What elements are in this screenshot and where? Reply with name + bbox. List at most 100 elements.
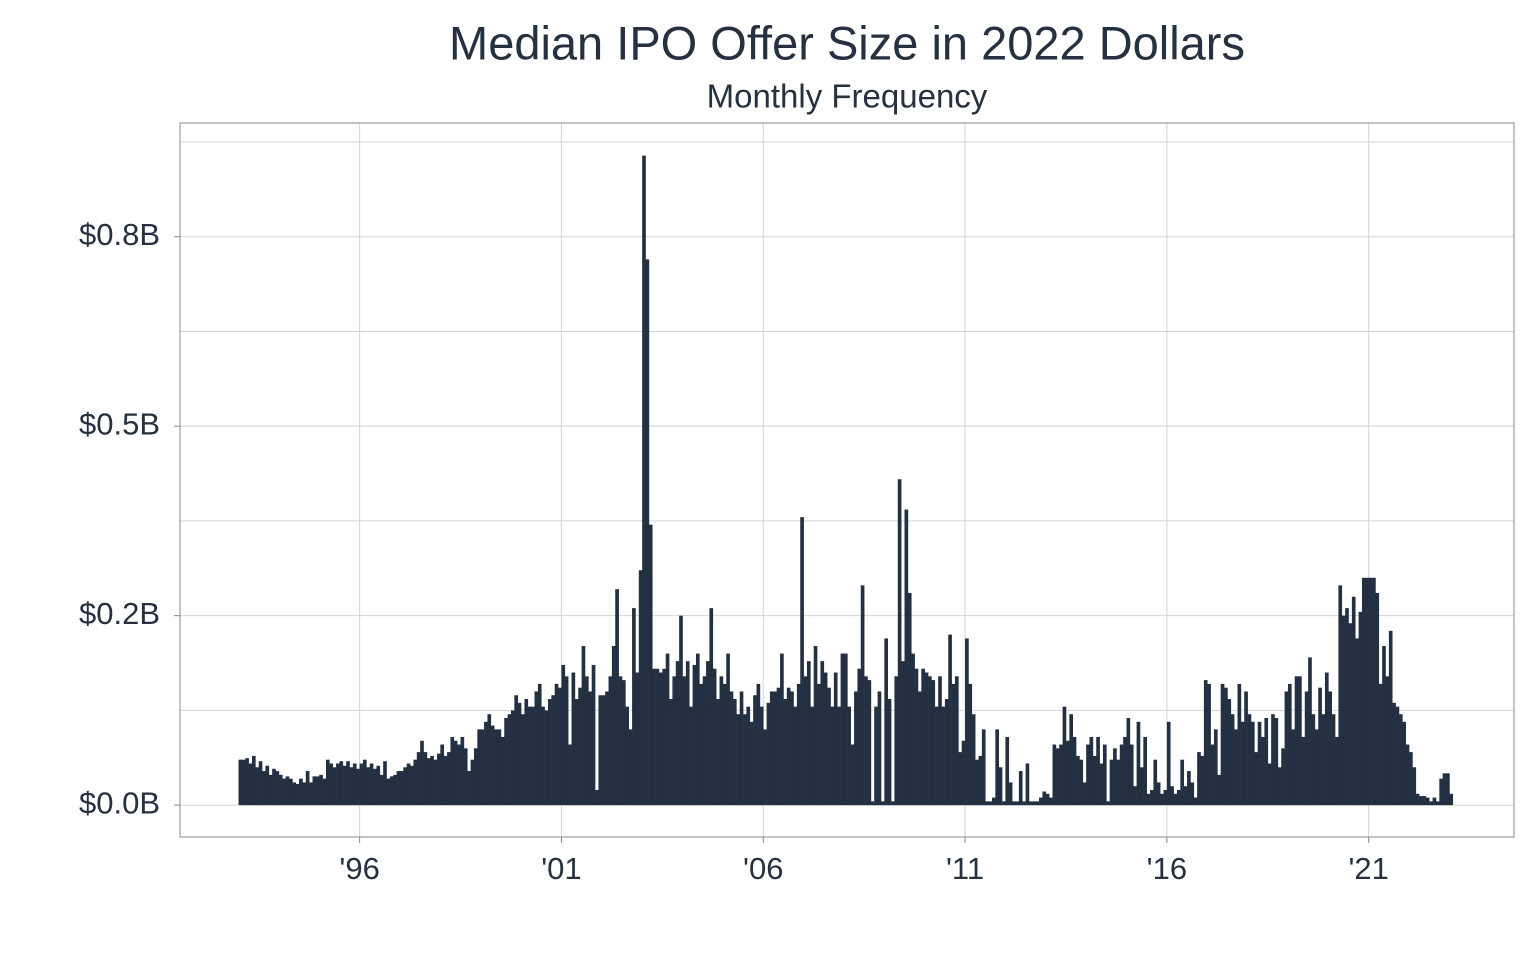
bar	[1146, 793, 1151, 806]
bar	[305, 771, 310, 806]
bar	[615, 589, 619, 806]
bar	[1012, 801, 1016, 806]
bar	[1429, 801, 1433, 806]
bar	[911, 653, 915, 806]
bar	[1028, 801, 1033, 806]
bar	[776, 687, 781, 806]
bar	[995, 729, 999, 806]
y-tick-label: $0.5B	[79, 406, 160, 441]
bar	[544, 710, 549, 806]
bar	[568, 744, 572, 806]
bar	[780, 653, 784, 806]
bar	[655, 668, 660, 806]
bar	[574, 699, 579, 806]
bar	[1415, 793, 1420, 806]
bar	[981, 729, 986, 806]
bar	[611, 645, 616, 806]
bar	[628, 729, 633, 806]
bar	[457, 744, 461, 806]
bar	[1035, 801, 1040, 806]
bar	[1099, 763, 1104, 806]
bar	[1318, 687, 1322, 806]
bar	[369, 763, 374, 806]
bar	[934, 706, 939, 806]
bar	[1442, 773, 1447, 806]
bar	[709, 608, 714, 806]
bar	[1311, 714, 1316, 806]
bar	[1244, 691, 1248, 806]
bar	[924, 672, 929, 806]
bar	[1224, 687, 1228, 806]
bar	[1375, 592, 1380, 806]
bar	[349, 767, 354, 806]
bar	[1345, 608, 1349, 806]
bar	[1092, 755, 1097, 806]
bar	[251, 755, 256, 806]
bar	[965, 638, 969, 806]
bar	[1039, 797, 1043, 806]
bar	[521, 714, 525, 806]
bar	[850, 744, 855, 806]
bar	[477, 729, 482, 806]
bar	[1197, 752, 1201, 806]
bar	[1129, 744, 1134, 806]
bar	[830, 706, 835, 806]
bar	[386, 778, 391, 806]
bar	[1284, 691, 1289, 806]
bar	[413, 759, 418, 806]
bar	[578, 687, 582, 806]
bar	[1183, 786, 1188, 806]
bar	[975, 759, 979, 806]
bar	[1065, 740, 1070, 806]
bar	[1351, 596, 1356, 806]
bar	[658, 672, 663, 806]
bar	[887, 699, 892, 806]
bar	[1193, 797, 1198, 806]
bar	[877, 691, 882, 806]
bar	[699, 683, 704, 806]
bar	[460, 736, 465, 806]
bar	[1220, 683, 1225, 806]
bar	[1398, 714, 1403, 806]
bar	[712, 668, 717, 806]
bar	[336, 763, 340, 806]
bar	[1102, 744, 1107, 806]
bar	[1106, 801, 1110, 806]
bar	[1304, 691, 1309, 806]
bar	[1069, 714, 1073, 806]
bar	[739, 691, 744, 806]
bar	[379, 774, 384, 806]
bar	[1042, 791, 1047, 806]
bar	[278, 774, 283, 806]
bar	[736, 714, 741, 806]
bar	[753, 695, 757, 806]
bar	[524, 699, 529, 806]
bar	[241, 759, 246, 806]
bar	[732, 699, 737, 806]
bar	[352, 763, 357, 806]
bar	[1123, 736, 1127, 806]
bar	[1321, 714, 1326, 806]
bar	[938, 676, 942, 806]
bar	[1143, 736, 1147, 806]
bar	[262, 771, 266, 806]
bar	[531, 706, 535, 806]
bar	[769, 691, 774, 806]
bar	[991, 797, 996, 806]
bar	[1150, 790, 1154, 806]
bar	[325, 759, 330, 806]
bar	[722, 683, 727, 806]
bar	[1109, 759, 1114, 806]
bar	[1008, 782, 1013, 806]
bar	[255, 767, 260, 806]
bar	[665, 653, 670, 806]
x-tick-label: '01	[541, 851, 581, 886]
bar	[1419, 796, 1423, 806]
bar	[517, 702, 522, 806]
bar	[837, 706, 841, 806]
bar	[447, 752, 451, 806]
bar	[1385, 676, 1390, 806]
bar	[416, 752, 421, 806]
bar	[759, 706, 764, 806]
bar	[817, 683, 821, 806]
